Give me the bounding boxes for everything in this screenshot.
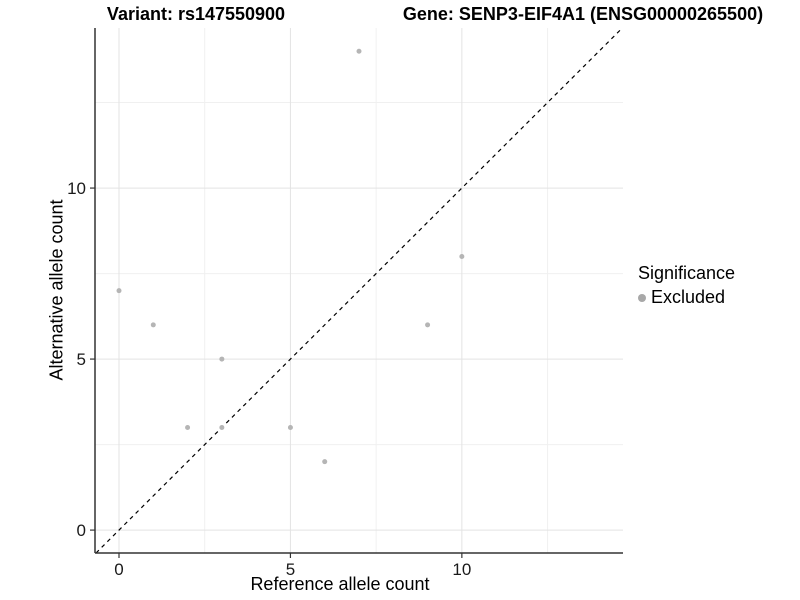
x-tick-label: 10 <box>452 560 471 579</box>
y-axis-title: Alternative allele count <box>46 199 67 381</box>
data-point <box>185 424 191 430</box>
identity-line <box>95 27 623 554</box>
data-point <box>356 48 362 54</box>
variant-title: Variant: rs147550900 <box>106 4 286 24</box>
data-point <box>219 356 225 362</box>
excluded-point-icon <box>638 293 646 302</box>
y-tick-label: 5 <box>77 350 86 369</box>
data-point <box>459 253 465 259</box>
legend-entry-label: Excluded <box>651 287 726 307</box>
data-point <box>219 424 225 430</box>
y-tick-label: 10 <box>67 179 86 198</box>
data-point <box>150 322 156 328</box>
y-tick-label: 0 <box>77 521 86 540</box>
data-point <box>425 322 431 328</box>
gene-title: Gene: SENP3-EIF4A1 (ENSG00000265500) <box>402 4 764 24</box>
x-tick-label: 0 <box>114 560 123 579</box>
data-point <box>287 424 293 430</box>
data-point <box>116 288 122 294</box>
legend: Significance Excluded <box>638 263 735 308</box>
data-point <box>322 459 328 465</box>
legend-entry-excluded: Excluded <box>638 287 735 308</box>
legend-title: Significance <box>638 263 736 283</box>
x-axis-title: Reference allele count <box>250 574 430 594</box>
x-tick-label: 5 <box>286 560 295 579</box>
